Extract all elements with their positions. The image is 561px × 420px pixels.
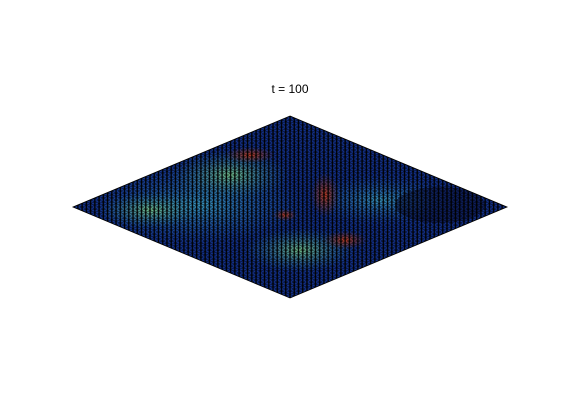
plot-title: t = 100: [271, 82, 308, 96]
surface: [73, 116, 507, 298]
surface-outline: [71, 115, 509, 299]
